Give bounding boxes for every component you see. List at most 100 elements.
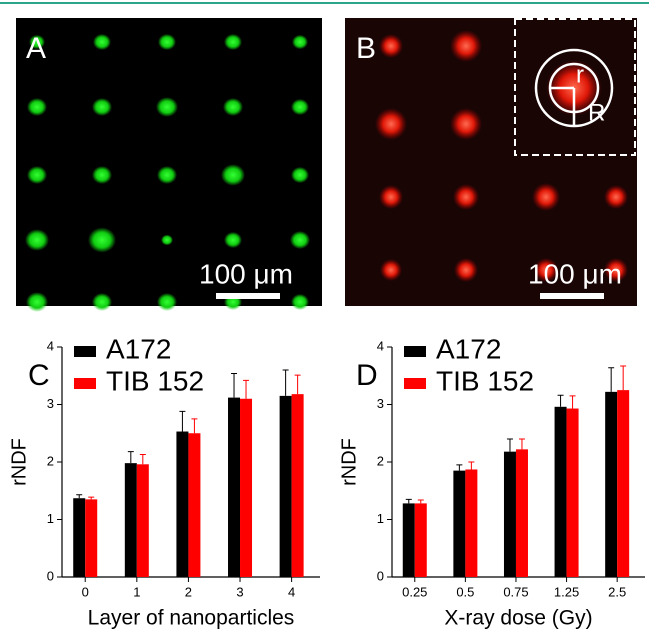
- y-tick-label: 4: [47, 338, 54, 353]
- error-bar: [558, 395, 564, 407]
- error-bar: [406, 499, 412, 503]
- error-bar: [620, 366, 626, 390]
- green-cell: [27, 166, 47, 184]
- bar: [280, 396, 292, 577]
- scale-bar-label: 100 μm: [199, 258, 293, 289]
- error-bar: [128, 452, 134, 464]
- green-cell: [224, 232, 242, 248]
- green-cell: [221, 164, 245, 186]
- green-cell: [290, 231, 310, 249]
- green-cell: [92, 98, 112, 116]
- y-tick-label: 1: [377, 511, 384, 526]
- y-tick-label: 1: [47, 511, 54, 526]
- green-cell: [157, 166, 177, 184]
- bar: [415, 503, 427, 577]
- y-axis-label: rNDF: [8, 438, 30, 486]
- error-bar: [519, 439, 525, 449]
- error-bar: [295, 375, 301, 394]
- green-cell: [26, 292, 48, 312]
- error-bar: [456, 465, 462, 471]
- error-bar: [76, 495, 82, 498]
- panel-label: D: [356, 359, 378, 392]
- bar: [125, 463, 137, 577]
- green-cell: [88, 227, 116, 252]
- y-tick-label: 4: [377, 338, 384, 353]
- y-tick-label: 2: [47, 453, 54, 468]
- green-cell: [92, 166, 112, 184]
- x-tick-label: 2: [185, 584, 192, 599]
- green-cell: [161, 235, 173, 246]
- panel-label: C: [28, 359, 50, 392]
- bar: [240, 399, 252, 577]
- error-bar: [140, 455, 146, 465]
- error-bar: [88, 497, 94, 499]
- y-tick-label: 0: [377, 568, 384, 583]
- green-cell: [156, 97, 178, 117]
- scale-bar-label: 100 μm: [528, 258, 622, 289]
- bar: [567, 409, 579, 577]
- error-bar: [468, 462, 474, 469]
- green-cell: [291, 167, 309, 183]
- bar: [292, 394, 304, 577]
- red-cell: [532, 183, 560, 211]
- legend-swatch: [404, 346, 426, 357]
- y-axis-label: rNDF: [338, 438, 360, 486]
- y-tick-label: 0: [47, 568, 54, 583]
- error-bar: [418, 500, 424, 503]
- x-tick-label: 0.5: [456, 584, 474, 599]
- green-cell: [25, 229, 49, 251]
- red-cell: [453, 184, 479, 210]
- red-cell: [379, 185, 403, 209]
- red-cell: [375, 108, 407, 140]
- bar: [453, 471, 465, 577]
- green-cell: [291, 99, 309, 115]
- bar: [176, 432, 188, 577]
- x-tick-label: 0.25: [402, 584, 427, 599]
- bar: [555, 407, 567, 577]
- scale-bar: [216, 293, 280, 299]
- x-tick-label: 2.5: [608, 584, 626, 599]
- panel-label: B: [356, 32, 376, 65]
- bar: [228, 398, 240, 577]
- red-cell: [450, 108, 482, 140]
- red-cell: [604, 185, 628, 209]
- bar: [73, 498, 85, 577]
- red-cell: [379, 34, 403, 58]
- x-tick-label: 0: [82, 584, 89, 599]
- green-cell: [292, 35, 308, 49]
- error-bar: [191, 419, 197, 433]
- x-tick-label: 1.25: [554, 584, 579, 599]
- error-bar: [608, 368, 614, 392]
- y-tick-label: 2: [377, 453, 384, 468]
- green-cell: [157, 293, 177, 311]
- error-bar: [231, 373, 237, 397]
- legend-label: A172: [436, 333, 501, 364]
- inset-label: R: [588, 99, 605, 126]
- x-axis-label: X-ray dose (Gy): [444, 607, 592, 630]
- error-bar: [179, 411, 185, 431]
- panel-label: A: [26, 32, 46, 65]
- scale-bar: [540, 293, 604, 299]
- red-cell: [450, 30, 482, 62]
- green-cell: [92, 293, 112, 311]
- green-cell: [291, 294, 309, 310]
- bar: [85, 499, 97, 577]
- bar: [504, 452, 516, 577]
- green-cell: [93, 34, 111, 50]
- bar: [188, 433, 200, 577]
- inset-label: r: [576, 61, 584, 88]
- figure: r R A B 100 μm 100 μm CrNDFLayer of nano…: [0, 0, 649, 632]
- bar: [605, 392, 617, 577]
- bar: [403, 503, 415, 577]
- y-tick-label: 3: [377, 396, 384, 411]
- red-cell: [380, 259, 402, 281]
- error-bar: [570, 396, 576, 409]
- x-tick-label: 0.75: [503, 584, 528, 599]
- green-cell: [224, 34, 242, 50]
- red-cell: [454, 258, 478, 282]
- legend-swatch: [404, 378, 426, 389]
- x-tick-label: 4: [288, 584, 295, 599]
- bar: [617, 390, 629, 577]
- green-cell: [27, 98, 47, 116]
- error-bar: [507, 439, 513, 452]
